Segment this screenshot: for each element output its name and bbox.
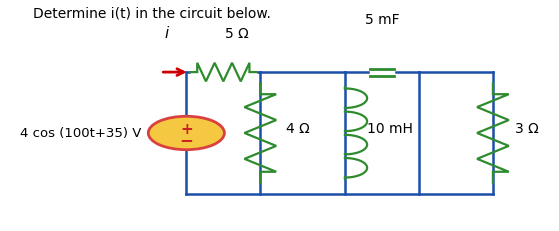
Text: 5 Ω: 5 Ω bbox=[225, 27, 248, 40]
Text: 4 cos (100t+35) V: 4 cos (100t+35) V bbox=[20, 127, 141, 140]
Text: −: − bbox=[179, 131, 193, 149]
Text: 4 Ω: 4 Ω bbox=[286, 122, 310, 136]
Text: +: + bbox=[180, 121, 193, 136]
Text: Determine i(t) in the circuit below.: Determine i(t) in the circuit below. bbox=[33, 7, 271, 21]
Circle shape bbox=[148, 117, 224, 150]
Text: 3 Ω: 3 Ω bbox=[515, 122, 539, 136]
Text: i: i bbox=[165, 25, 169, 40]
Text: 5 mF: 5 mF bbox=[364, 13, 399, 27]
Text: 10 mH: 10 mH bbox=[367, 122, 413, 136]
